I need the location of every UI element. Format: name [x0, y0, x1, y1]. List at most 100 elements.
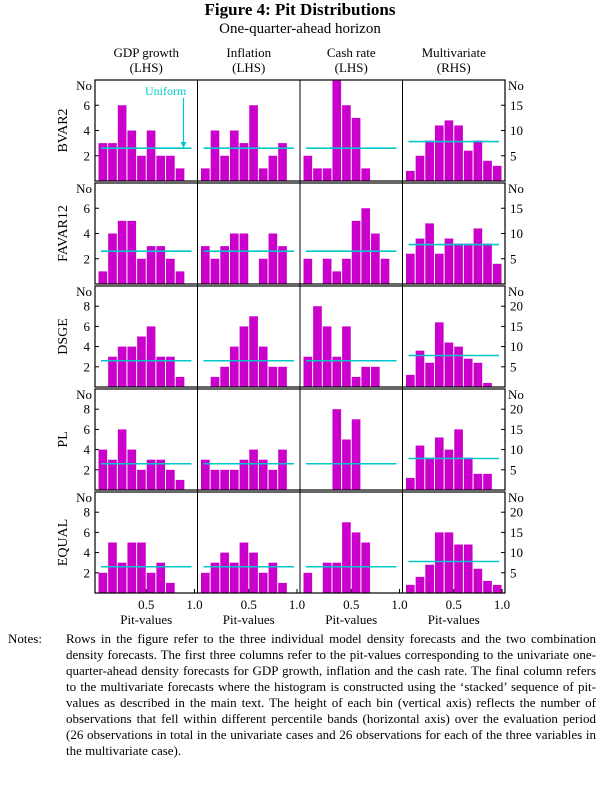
histogram-bar	[406, 477, 415, 490]
lhs-tick-label: 8	[84, 402, 91, 417]
histogram-bar	[210, 469, 220, 490]
lhs-tick-label: 6	[84, 201, 91, 216]
histogram-bar	[137, 258, 146, 284]
rhs-tick-label: 10	[510, 123, 523, 138]
histogram-bar	[332, 409, 342, 490]
histogram-bar	[229, 346, 239, 387]
histogram-bar	[156, 562, 166, 593]
histogram-bar	[342, 439, 351, 490]
histogram-bar	[313, 168, 322, 181]
histogram-bar	[463, 150, 473, 181]
rhs-axis-unit: No	[508, 284, 524, 299]
histogram-bar	[127, 346, 137, 387]
histogram-bar	[342, 258, 351, 284]
histogram-bar	[425, 564, 434, 593]
histogram-bar	[268, 155, 278, 181]
histogram-bar	[117, 346, 127, 387]
histogram-bar	[483, 160, 492, 181]
histogram-bar	[406, 584, 415, 593]
rhs-tick-label: 20	[510, 505, 523, 520]
column-title: Cash rate	[327, 45, 376, 60]
lhs-tick-label: 2	[84, 565, 91, 580]
row-label: PL	[56, 431, 71, 447]
figure-subtitle: One-quarter-ahead horizon	[219, 21, 381, 37]
histogram-bar	[146, 459, 156, 490]
histogram-bar	[268, 469, 278, 490]
rhs-tick-label: 20	[510, 299, 523, 314]
column-subtitle: (LHS)	[335, 60, 368, 75]
histogram-bar	[249, 105, 258, 181]
histogram-bar	[313, 306, 322, 387]
histogram-bar	[425, 140, 434, 181]
histogram-bar	[322, 168, 332, 181]
lhs-axis-unit: No	[76, 387, 92, 402]
histogram-bar	[201, 168, 210, 181]
rhs-tick-label: 5	[510, 359, 517, 374]
x-axis-label: Pit-values	[325, 612, 377, 627]
histogram-bar	[108, 143, 117, 181]
histogram-bar	[371, 366, 380, 387]
histogram-bar	[108, 233, 117, 284]
lhs-axis-unit: No	[76, 181, 92, 196]
lhs-tick-label: 6	[84, 98, 91, 113]
histogram-bar	[342, 105, 351, 181]
histogram-bar	[201, 572, 210, 593]
histogram-bar	[249, 552, 258, 593]
lhs-tick-label: 4	[84, 339, 91, 354]
rhs-axis-unit: No	[508, 78, 524, 93]
histogram-bar	[98, 449, 108, 490]
rhs-tick-label: 10	[510, 545, 523, 560]
row-label: DSGE	[56, 318, 71, 355]
histogram-bar	[278, 246, 287, 284]
notes-label: Notes:	[8, 631, 42, 646]
histogram-bar	[127, 449, 137, 490]
histogram-bar	[425, 457, 434, 490]
figure-title: Figure 4: Pit Distributions	[204, 0, 396, 19]
lhs-tick-label: 4	[84, 123, 91, 138]
histogram-bar	[278, 582, 287, 593]
histogram-bar	[146, 572, 156, 593]
histogram-bar	[361, 208, 371, 284]
lhs-axis-unit: No	[76, 78, 92, 93]
histogram-bar	[444, 449, 454, 490]
histogram-bar	[361, 168, 371, 181]
histogram-bar	[444, 238, 454, 284]
histogram-bar	[108, 542, 117, 593]
lhs-tick-label: 2	[84, 359, 91, 374]
histogram-bar	[492, 165, 502, 181]
uniform-annotation: Uniform	[145, 84, 187, 98]
histogram-bar	[303, 356, 313, 387]
histogram-bar	[351, 220, 361, 284]
histogram-bar	[127, 220, 137, 284]
lhs-tick-label: 6	[84, 319, 91, 334]
histogram-bar	[117, 562, 127, 593]
histogram-bar	[463, 243, 473, 284]
row-label: BVAR2	[56, 108, 71, 152]
histogram-bar	[258, 572, 268, 593]
lhs-axis-unit: No	[76, 490, 92, 505]
histogram-bar	[361, 542, 371, 593]
histogram-bar	[342, 326, 351, 387]
x-axis-label: Pit-values	[223, 612, 275, 627]
histogram-bar	[166, 469, 175, 490]
histogram-bar	[444, 532, 454, 593]
histogram-bar	[473, 140, 483, 181]
rhs-tick-label: 15	[510, 201, 523, 216]
column-title: Multivariate	[422, 45, 486, 60]
histogram-bar	[361, 366, 371, 387]
histogram-bar	[210, 258, 220, 284]
histogram-bar	[303, 572, 313, 593]
histogram-bar	[239, 143, 249, 181]
rhs-axis-unit: No	[508, 181, 524, 196]
lhs-tick-label: 2	[84, 462, 91, 477]
x-tick-label: 1.0	[289, 597, 305, 612]
histogram-bar	[98, 572, 108, 593]
lhs-tick-label: 6	[84, 422, 91, 437]
lhs-tick-label: 4	[84, 226, 91, 241]
histogram-bar	[175, 479, 185, 490]
histogram-bar	[229, 469, 239, 490]
histogram-bar	[258, 168, 268, 181]
histogram-bar	[444, 342, 454, 387]
histogram-bar	[380, 258, 390, 284]
x-tick-label: 0.5	[343, 597, 359, 612]
